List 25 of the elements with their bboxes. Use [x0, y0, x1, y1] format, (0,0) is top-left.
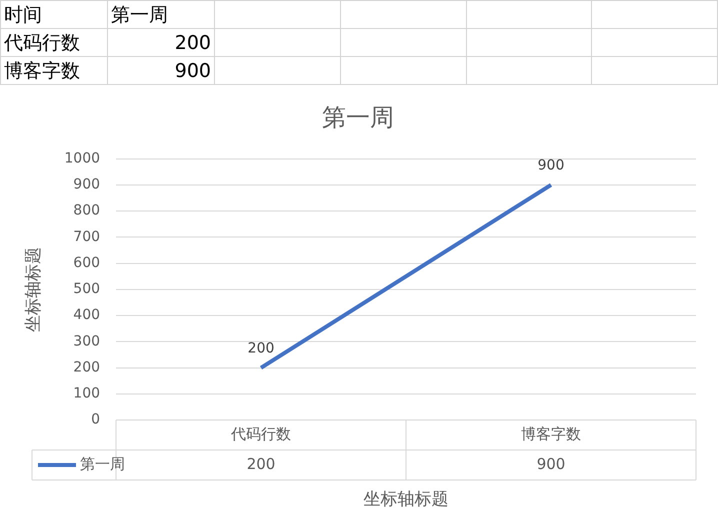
annotation: 900 — [538, 158, 564, 174]
y-tick-label: 500 — [73, 281, 100, 298]
data-label: 900 — [536, 454, 566, 473]
y-axis-title: 坐标轴标题 — [24, 246, 44, 332]
y-tick-label: 300 — [73, 333, 100, 350]
text: 博客字数 — [0, 56, 108, 84]
y-tick-label: 800 — [73, 202, 100, 219]
text: 900 — [174, 60, 211, 82]
y-tick-label: 1000 — [64, 150, 100, 166]
y-tick-label: 700 — [73, 228, 100, 245]
y-tick-label: 900 — [73, 176, 100, 193]
text: 代码行数 — [0, 28, 108, 56]
text: 200 — [174, 32, 211, 54]
y-tick-label: 600 — [73, 254, 100, 271]
annotation: 200 — [248, 340, 274, 356]
y-tick-label: 0 — [91, 412, 100, 428]
chart-title: 第一周 — [322, 104, 394, 132]
text: 时间 — [0, 0, 108, 28]
data-label: 200 — [246, 454, 276, 473]
y-tick-label: 100 — [73, 386, 100, 402]
y-tick-label: 200 — [73, 359, 100, 376]
y-tick-label: 400 — [73, 307, 100, 324]
text: 第一周 — [108, 0, 214, 28]
x-axis-title: 坐标轴标题 — [364, 489, 449, 510]
legend-label: 第一周 — [80, 454, 125, 473]
